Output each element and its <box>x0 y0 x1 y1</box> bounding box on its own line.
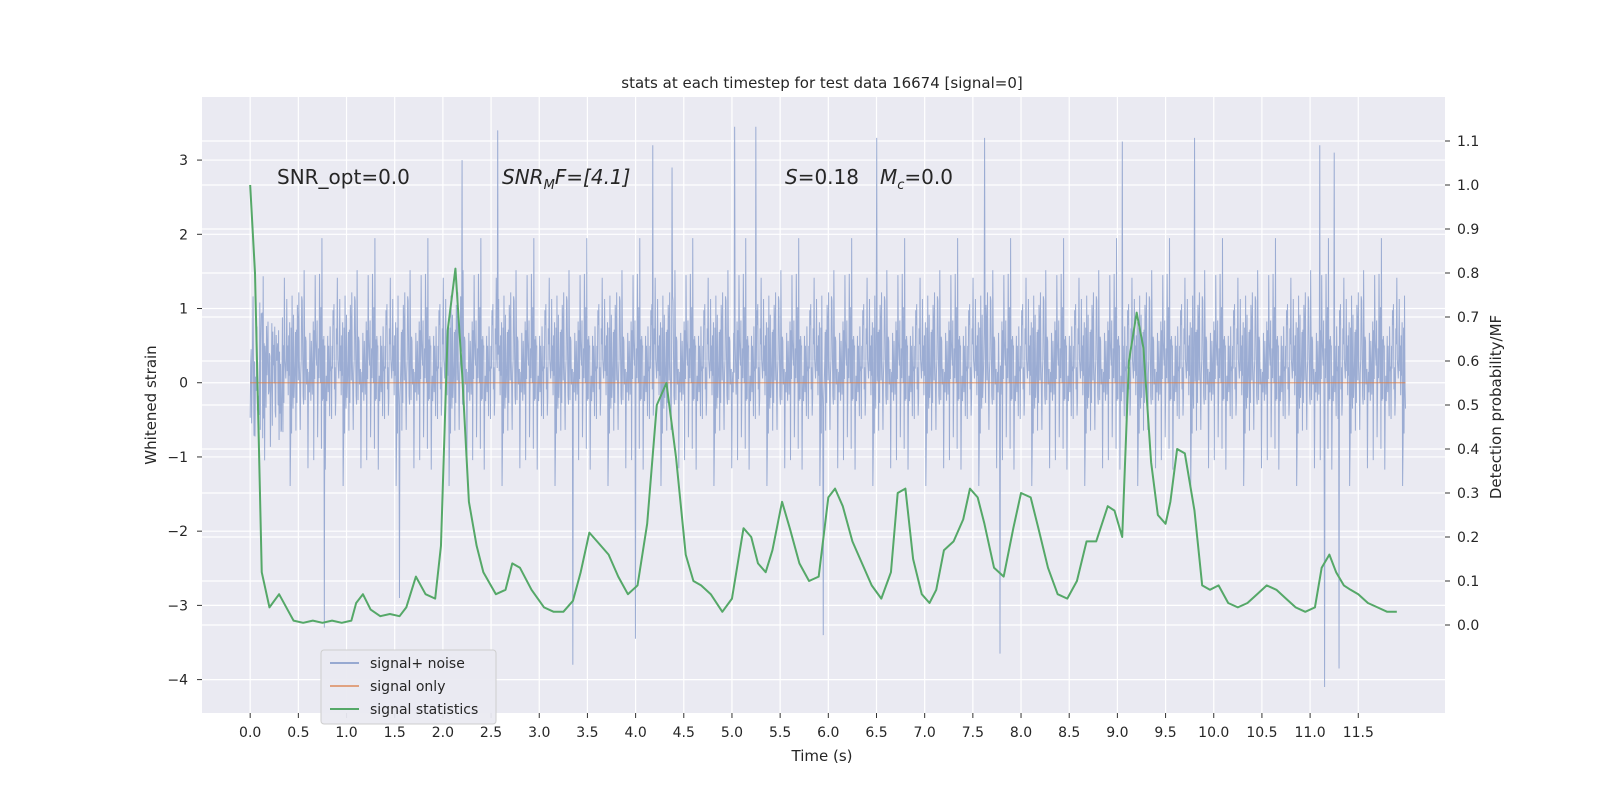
y-right-tick-label: 0.5 <box>1457 398 1479 414</box>
x-tick-label: 7.5 <box>962 725 984 741</box>
x-tick-label: 10.0 <box>1198 725 1229 741</box>
x-tick-label: 3.5 <box>576 725 598 741</box>
y-right-tick-label: 1.0 <box>1457 178 1479 194</box>
y-right-tick-label: 0.2 <box>1457 530 1479 546</box>
y-right-tick-label: 0.1 <box>1457 574 1479 590</box>
y-tick-label: 3 <box>179 153 188 169</box>
x-tick-label: 11.5 <box>1343 725 1374 741</box>
x-tick-label: 1.5 <box>384 725 406 741</box>
legend-label-signal-statistics: signal statistics <box>370 702 478 718</box>
x-tick-label: 10.5 <box>1246 725 1277 741</box>
annotation-mc: Mc=0.0 <box>880 165 953 193</box>
x-tick-label: 11.0 <box>1295 725 1326 741</box>
legend-label-signal-only: signal only <box>370 679 445 695</box>
chart-title: stats at each timestep for test data 166… <box>621 74 1022 92</box>
x-tick-label: 0.0 <box>239 725 261 741</box>
y-axis-label-left: Whitened strain <box>142 345 160 464</box>
annotation-s: S=0.18 <box>785 165 859 189</box>
y-right-tick-label: 0.8 <box>1457 266 1479 282</box>
y-tick-label: 0 <box>179 376 188 392</box>
y-axis-left: −4 −3 −2 −1 0 1 2 3 <box>167 153 202 689</box>
x-tick-label: 4.5 <box>673 725 695 741</box>
legend-box <box>320 649 497 725</box>
x-axis: 0.0 0.5 1.0 1.5 2.0 2.5 3.0 3.5 4.0 4.5 5.0 5.5 6.0 6… <box>239 713 1374 741</box>
series-signal-plus-noise-line <box>249 126 1406 688</box>
y-tick-label: 2 <box>179 227 188 243</box>
series-signal-plus-noise <box>249 126 1406 688</box>
y-right-tick-label: 0.0 <box>1457 618 1479 634</box>
x-tick-label: 6.5 <box>865 725 887 741</box>
x-tick-label: 5.5 <box>769 725 791 741</box>
x-tick-label: 4.0 <box>624 725 646 741</box>
x-tick-label: 1.0 <box>335 725 357 741</box>
x-tick-label: 8.5 <box>1058 725 1080 741</box>
x-tick-label: 6.0 <box>817 725 839 741</box>
series-signal-statistics <box>249 184 1397 624</box>
x-tick-label: 5.0 <box>721 725 743 741</box>
y-right-tick-label: 0.4 <box>1457 442 1479 458</box>
y-right-tick-label: 0.3 <box>1457 486 1479 502</box>
x-tick-label: 2.0 <box>432 725 454 741</box>
y-right-tick-label: 0.9 <box>1457 222 1479 238</box>
y-tick-label: −2 <box>167 524 188 540</box>
x-tick-label: 0.5 <box>287 725 309 741</box>
series-signal-statistics-group <box>249 184 1397 624</box>
y-right-tick-label: 1.1 <box>1457 134 1479 150</box>
y-right-tick-label: 0.7 <box>1457 310 1479 326</box>
y-tick-label: −3 <box>167 598 188 614</box>
annotation-snr-mf: SNRMF=[4.1] <box>502 165 630 193</box>
y-tick-label: −1 <box>167 450 188 466</box>
x-axis-label: Time (s) <box>791 747 853 765</box>
y-tick-label: −4 <box>167 673 188 689</box>
grid <box>202 97 1445 713</box>
y-axis-label-right: Detection probability/MF <box>1487 315 1505 499</box>
x-tick-label: 2.5 <box>480 725 502 741</box>
x-tick-label: 9.0 <box>1106 725 1128 741</box>
x-tick-label: 3.0 <box>528 725 550 741</box>
legend-label-signal-plus-noise: signal+ noise <box>370 656 465 672</box>
x-tick-label: 8.0 <box>1010 725 1032 741</box>
annotation-snr-opt: SNR_opt=0.0 <box>277 165 410 189</box>
x-tick-label: 7.0 <box>914 725 936 741</box>
y-axis-right: 0.0 0.1 0.2 0.3 0.4 0.5 0.6 0.7 0.8 0.9 1.0 1.1 <box>1445 134 1479 634</box>
legend: signal+ noise signal only signal statist… <box>320 649 497 725</box>
x-tick-label: 9.5 <box>1154 725 1176 741</box>
y-tick-label: 1 <box>179 302 188 318</box>
y-right-tick-label: 0.6 <box>1457 354 1479 370</box>
